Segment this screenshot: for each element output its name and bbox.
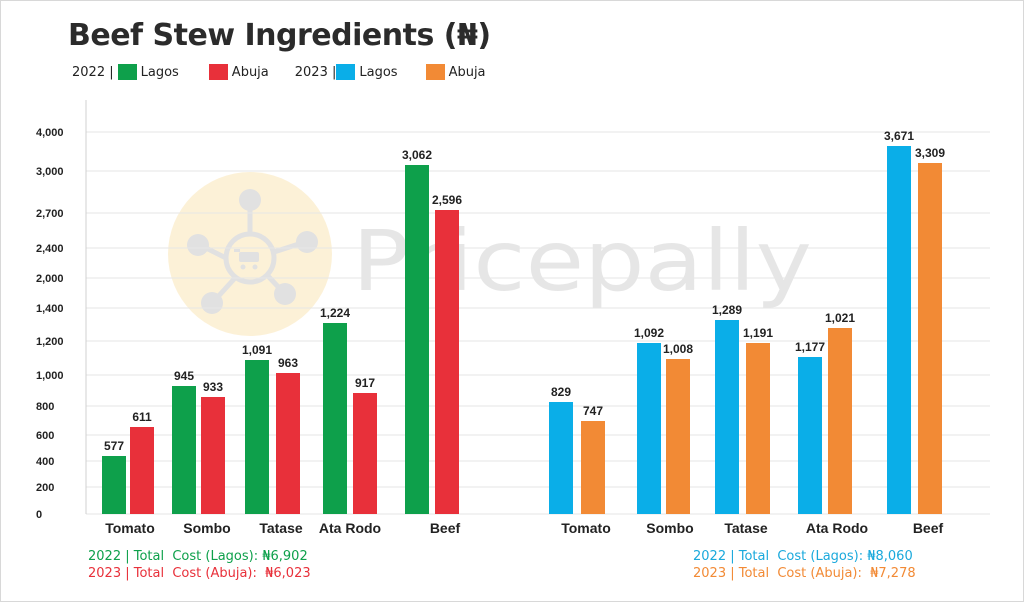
total-left-0: 2022 | Total Cost (Lagos): ₦6,902 <box>88 549 308 564</box>
bar-ata-rodo-1 <box>353 393 377 514</box>
data-label: 3,062 <box>402 148 432 162</box>
data-label: 1,191 <box>743 326 773 340</box>
bar-ata-rodo-0 <box>798 357 822 514</box>
bar-sombo-1 <box>201 397 225 514</box>
data-label: 1,224 <box>320 306 350 320</box>
totals-left: 2022 | Total Cost (Lagos): ₦6,902 2023 |… <box>88 548 311 582</box>
y-tick-label: 1,200 <box>36 336 64 348</box>
x-tick-label: Beef <box>913 520 944 536</box>
x-tick-label: Tatase <box>724 520 768 536</box>
bar-beef-1 <box>435 210 459 514</box>
legend-swatch-abuja-2022 <box>208 64 228 80</box>
data-label: 3,671 <box>884 129 914 143</box>
legend-label-abuja-2022: Abuja <box>231 64 269 80</box>
x-tick-label: Tomato <box>105 520 155 536</box>
bar-beef-0 <box>405 165 429 514</box>
bar-tatase-0 <box>245 360 269 514</box>
x-tick-label: Beef <box>430 520 461 536</box>
y-tick-label: 0 <box>36 509 42 521</box>
legend-swatch-lagos-2022 <box>117 64 137 80</box>
chart-title: Beef Stew Ingredients (₦) <box>68 18 491 53</box>
x-tick-label: Sombo <box>646 520 693 536</box>
data-label: 945 <box>174 369 194 383</box>
bar-beef-0 <box>887 146 911 514</box>
legend-label-lagos-2023: Lagos <box>359 64 398 80</box>
bar-beef-1 <box>918 163 942 514</box>
bar-sombo-1 <box>666 359 690 514</box>
bar-tomato-0 <box>549 402 573 514</box>
data-label: 577 <box>104 439 124 453</box>
x-tick-label: Tatase <box>259 520 303 536</box>
bar-tatase-1 <box>276 373 300 514</box>
data-label: 1,289 <box>712 303 742 317</box>
data-label: 933 <box>203 380 223 394</box>
data-label: 1,177 <box>795 340 825 354</box>
y-tick-label: 200 <box>36 482 54 494</box>
data-label: 829 <box>551 385 571 399</box>
y-tick-label: 4,000 <box>36 127 64 139</box>
data-label: 1,091 <box>242 343 272 357</box>
bar-tatase-0 <box>715 320 739 514</box>
data-label: 611 <box>132 410 152 424</box>
data-label: 747 <box>583 404 603 418</box>
data-label: 1,008 <box>663 342 693 356</box>
bar-tatase-1 <box>746 343 770 514</box>
legend-year-2023: 2023 | <box>294 64 337 80</box>
legend-year-2022: 2022 | <box>72 64 114 80</box>
legend-swatch-lagos-2023 <box>336 64 356 80</box>
total-right-1: 2023 | Total Cost (Abuja): ₦7,278 <box>693 566 916 581</box>
y-tick-label: 2,700 <box>36 208 64 220</box>
bar-tomato-1 <box>130 427 154 514</box>
bar-sombo-0 <box>637 343 661 514</box>
bar-sombo-0 <box>172 386 196 514</box>
data-label: 2,596 <box>432 193 462 207</box>
legend-label-abuja-2023: Abuja <box>448 64 486 80</box>
bar-tomato-0 <box>102 456 126 514</box>
y-tick-label: 1,000 <box>36 370 64 382</box>
bar-ata-rodo-1 <box>828 328 852 514</box>
y-tick-label: 800 <box>36 401 54 413</box>
x-tick-label: Sombo <box>183 520 230 536</box>
total-right-0: 2022 | Total Cost (Lagos): ₦8,060 <box>693 549 913 564</box>
x-tick-label: Tomato <box>561 520 611 536</box>
bars: Tomato Sombo Tatase Ata Rodo Beef 577 945 1,091… <box>102 129 945 536</box>
data-label: 917 <box>355 376 375 390</box>
x-tick-label: Ata Rodo <box>806 520 868 536</box>
data-label: 963 <box>278 356 298 370</box>
y-tick-label: 600 <box>36 430 54 442</box>
y-tick-label: 2,000 <box>36 273 64 285</box>
watermark-cart-icon <box>234 249 259 270</box>
legend: 2022 | Lagos Abuja 2023 | Lagos Abuja <box>72 64 508 80</box>
data-label: 1,092 <box>634 326 664 340</box>
bar-tomato-1 <box>581 421 605 514</box>
y-tick-label: 3,000 <box>36 166 64 178</box>
legend-label-lagos-2022: Lagos <box>140 64 179 80</box>
x-tick-label: Ata Rodo <box>319 520 381 536</box>
y-tick-label: 2,400 <box>36 243 64 255</box>
totals-right: 2022 | Total Cost (Lagos): ₦8,060 2023 |… <box>693 548 916 582</box>
y-tick-label: 1,400 <box>36 303 64 315</box>
data-label: 3,309 <box>915 146 945 160</box>
bar-ata-rodo-0 <box>323 323 347 514</box>
total-left-1: 2023 | Total Cost (Abuja): ₦6,023 <box>88 566 311 581</box>
legend-swatch-abuja-2023 <box>425 64 445 80</box>
y-tick-label: 400 <box>36 456 54 468</box>
data-label: 1,021 <box>825 311 855 325</box>
